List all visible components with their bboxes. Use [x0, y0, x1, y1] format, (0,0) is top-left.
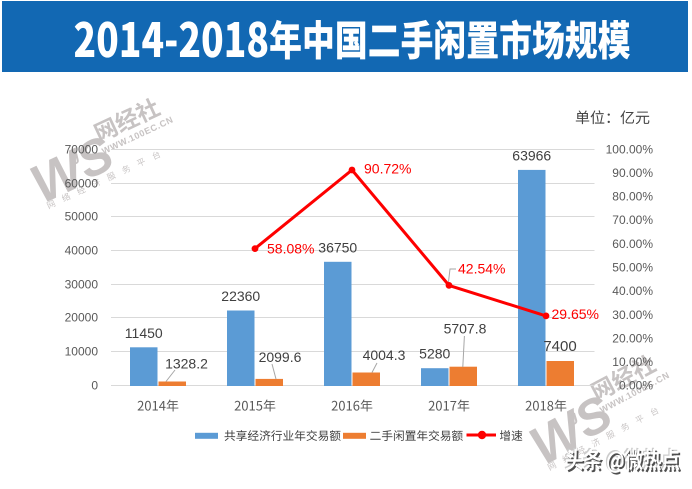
- svg-text:50000: 50000: [65, 210, 99, 224]
- svg-text:60.00%: 60.00%: [612, 237, 653, 251]
- svg-text:40.00%: 40.00%: [612, 284, 653, 298]
- svg-text:5280: 5280: [419, 346, 450, 362]
- svg-text:36750: 36750: [318, 239, 357, 255]
- svg-text:58.08%: 58.08%: [267, 241, 314, 257]
- svg-text:7400: 7400: [543, 338, 576, 355]
- svg-text:20000: 20000: [65, 311, 99, 325]
- svg-text:11450: 11450: [125, 325, 163, 341]
- svg-text:5707.8: 5707.8: [444, 321, 487, 337]
- svg-text:1328.2: 1328.2: [165, 356, 208, 372]
- svg-text:30.00%: 30.00%: [612, 308, 653, 322]
- svg-text:29.65%: 29.65%: [552, 306, 599, 322]
- svg-text:70.00%: 70.00%: [612, 213, 653, 227]
- svg-text:60000: 60000: [65, 177, 99, 191]
- svg-text:63966: 63966: [512, 147, 551, 163]
- svg-text:0: 0: [91, 379, 98, 393]
- svg-text:80.00%: 80.00%: [612, 190, 653, 204]
- svg-text:42.54%: 42.54%: [458, 261, 505, 277]
- svg-text:50.00%: 50.00%: [612, 261, 653, 275]
- svg-text:10.00%: 10.00%: [612, 355, 653, 369]
- svg-text:70000: 70000: [65, 143, 99, 157]
- svg-text:30000: 30000: [65, 278, 99, 292]
- svg-text:100.00%: 100.00%: [606, 142, 654, 156]
- svg-text:90.00%: 90.00%: [612, 166, 653, 180]
- svg-text:10000: 10000: [65, 345, 99, 359]
- svg-text:90.72%: 90.72%: [364, 161, 411, 177]
- svg-text:4004.3: 4004.3: [363, 347, 406, 363]
- svg-text:0.00%: 0.00%: [619, 379, 653, 393]
- svg-text:40000: 40000: [65, 244, 99, 258]
- svg-text:22360: 22360: [221, 288, 260, 304]
- svg-text:20.00%: 20.00%: [612, 331, 653, 345]
- svg-text:2099.6: 2099.6: [259, 349, 302, 365]
